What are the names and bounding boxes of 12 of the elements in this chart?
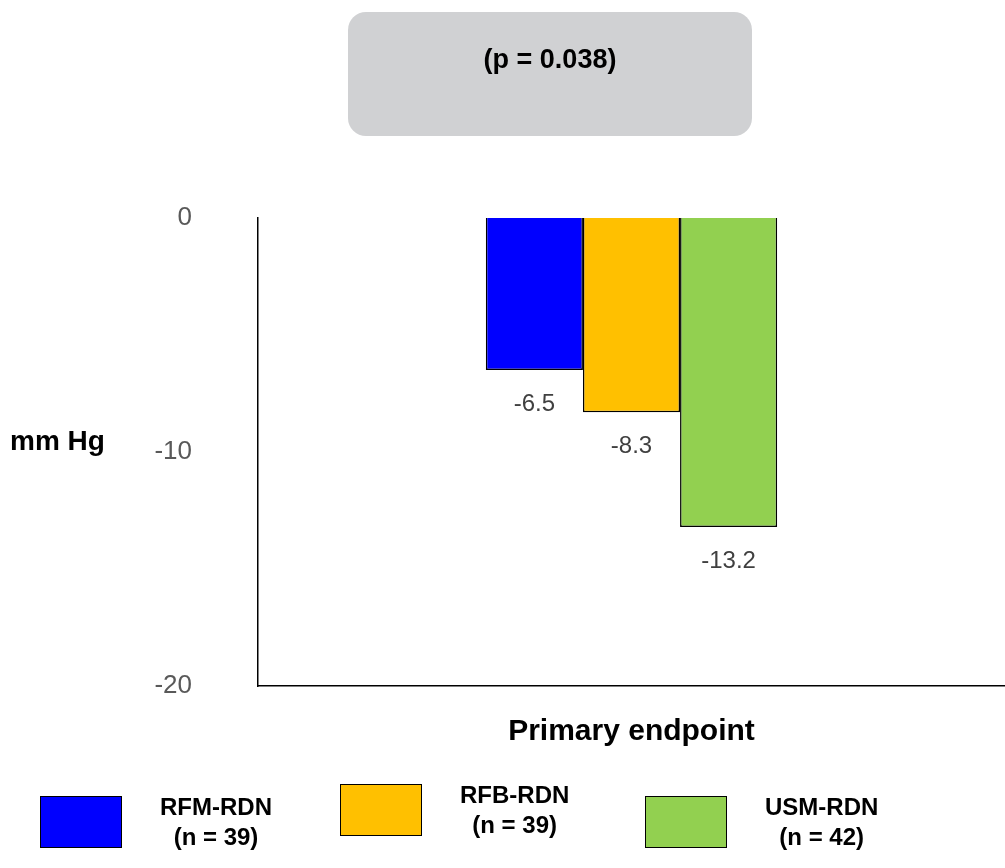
- data-label: -13.2: [701, 545, 756, 573]
- legend-label: RFM-RDN (n = 39): [160, 792, 272, 852]
- data-label: -8.3: [610, 430, 653, 458]
- x-tick-label: Primary endpoint: [508, 713, 755, 747]
- text: (p = 0.038): [483, 43, 617, 75]
- y-tick-label: -10: [154, 435, 192, 466]
- y-axis-title: mm Hg: [10, 425, 105, 457]
- legend-label: USM-RDN (n = 42): [765, 792, 879, 852]
- y-tick-label: -20: [154, 669, 192, 700]
- data-label: -6.5: [513, 388, 556, 416]
- y-tick-label: 0: [177, 201, 192, 232]
- legend-label: RFB-RDN (n = 39): [460, 780, 570, 840]
